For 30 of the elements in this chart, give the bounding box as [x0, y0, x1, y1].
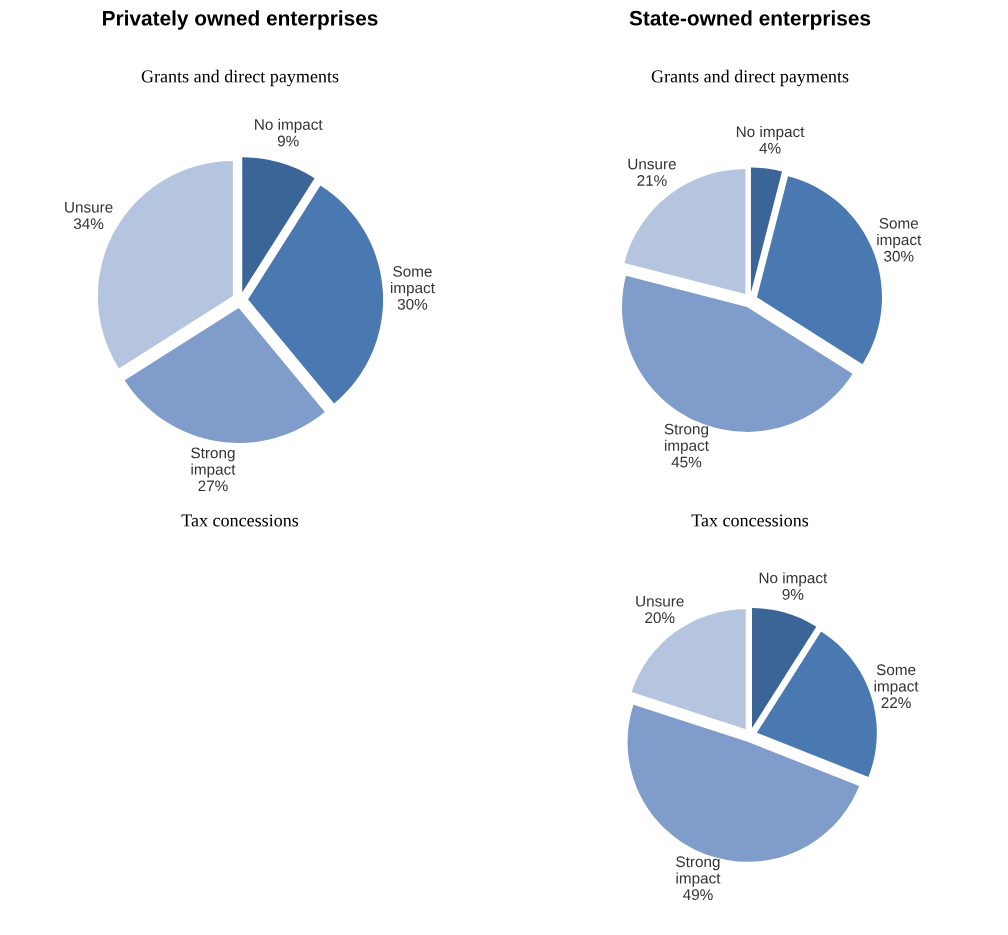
data-label: 22%	[881, 697, 911, 709]
data-label: 21%	[637, 175, 667, 186]
data-label: 34%	[73, 218, 104, 230]
slice-label: Unsure	[65, 201, 113, 213]
slice-label: Strong impact	[664, 423, 709, 454]
slice-label: Unsure	[628, 158, 676, 170]
data-label: 45%	[671, 456, 702, 468]
slice-label: Some impact	[877, 217, 922, 249]
slice-label: Unsure	[636, 595, 684, 607]
slice-label: Strong impact	[676, 856, 721, 887]
chart-title: State-owned enterprises	[629, 10, 871, 30]
data-label: 49%	[683, 889, 713, 901]
slice-label: Some impact	[390, 265, 435, 297]
data-label: 4%	[759, 142, 781, 154]
chart-subtitle: Tax concessions	[691, 514, 809, 527]
chart-subtitle: Grants and direct payments	[651, 69, 849, 87]
data-label: 9%	[277, 135, 299, 147]
slice-label: No impact	[255, 118, 323, 133]
slice-label: Strong impact	[191, 447, 236, 478]
data-label: 9%	[782, 589, 804, 600]
data-label: 30%	[884, 250, 914, 262]
data-label: 20%	[645, 612, 675, 624]
slice-label: No impact	[736, 125, 805, 141]
slice-label: Some impact	[874, 664, 919, 695]
chart-title: Privately owned enterprises	[103, 10, 378, 30]
text: Tax concessions	[181, 514, 299, 527]
data-label: 30%	[397, 298, 428, 310]
chart-subtitle: Grants and direct payments	[141, 69, 339, 87]
data-label: 27%	[198, 480, 228, 492]
slice-label: No impact	[759, 572, 828, 587]
